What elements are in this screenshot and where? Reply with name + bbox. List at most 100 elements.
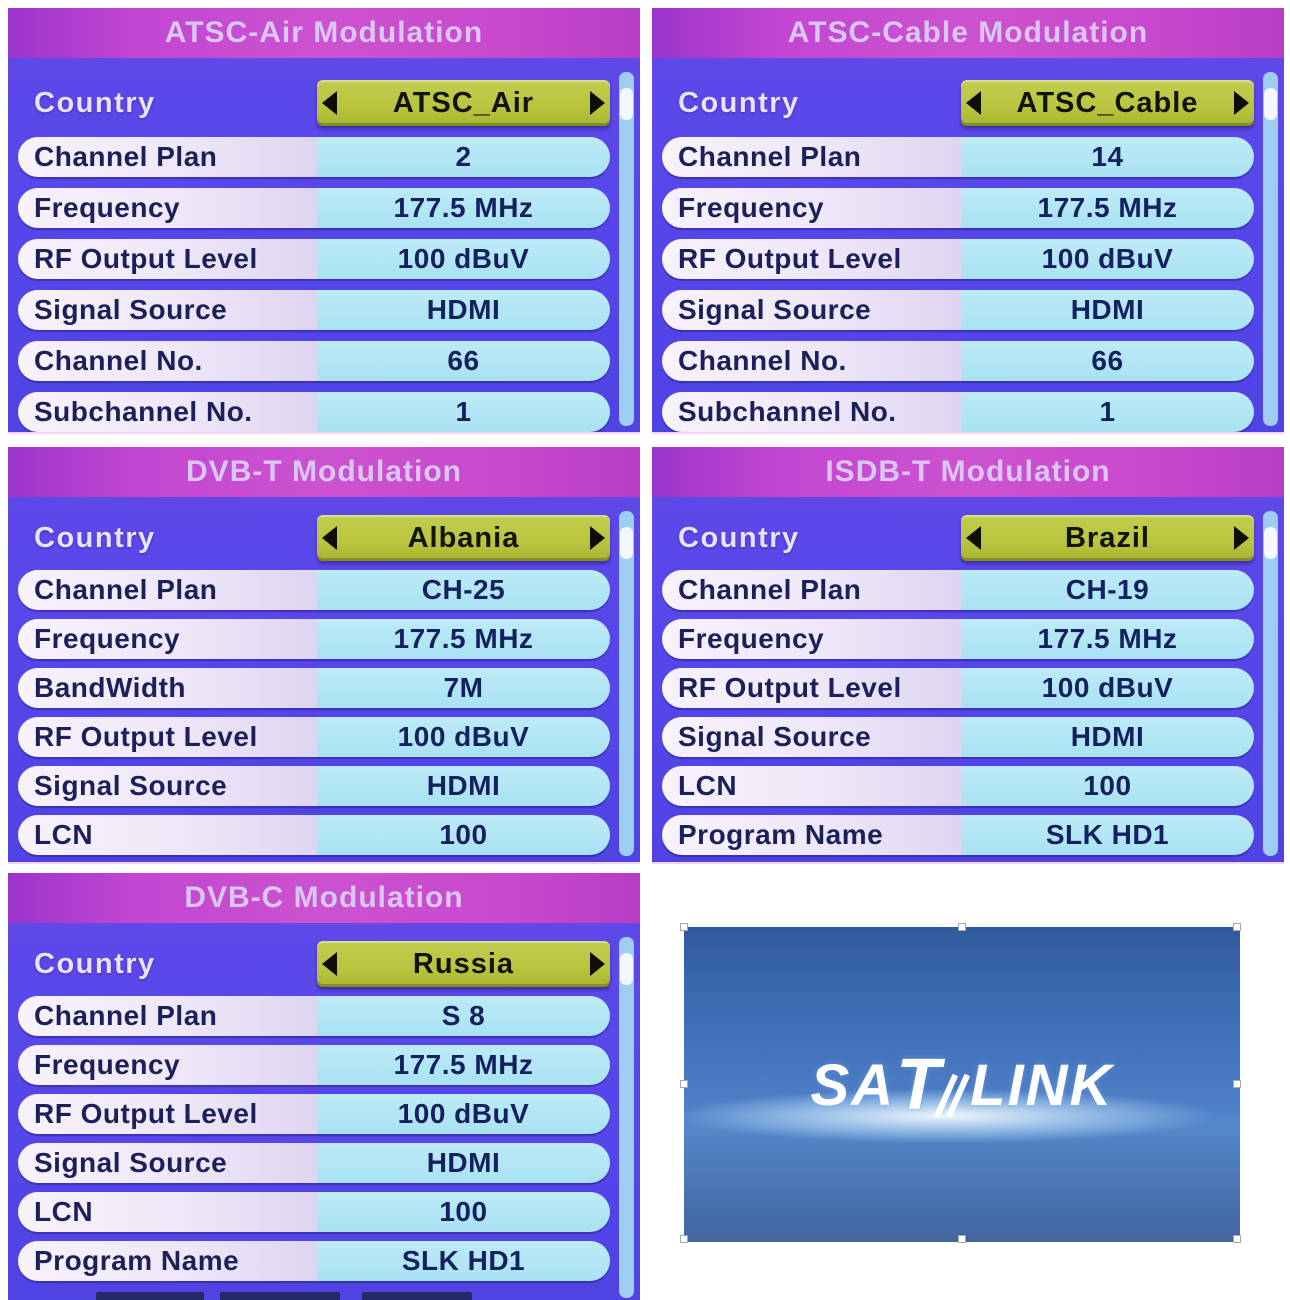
scrollbar-thumb[interactable]	[1264, 527, 1277, 559]
country-selector[interactable]: ATSC_Air	[316, 80, 610, 126]
setting-row[interactable]: Frequency 177.5 MHz	[662, 188, 1254, 228]
setting-label: RF Output Level	[18, 239, 317, 279]
arrow-right-icon[interactable]	[590, 526, 605, 550]
arrow-right-icon[interactable]	[590, 91, 605, 115]
setting-row[interactable]: Signal Source HDMI	[18, 1143, 610, 1183]
scrollbar-thumb[interactable]	[620, 527, 633, 559]
country-label: Country	[34, 521, 156, 554]
setting-value: HDMI	[316, 290, 610, 330]
selection-handle[interactable]	[1233, 1080, 1241, 1088]
setting-value: 177.5 MHz	[960, 619, 1254, 659]
setting-label: BandWidth	[18, 668, 317, 708]
setting-label: Signal Source	[662, 290, 961, 330]
selection-handle[interactable]	[1233, 1235, 1241, 1243]
setting-row[interactable]: Program Name SLK HD1	[18, 1241, 610, 1281]
setting-value: 7M	[316, 668, 610, 708]
setting-row[interactable]: Subchannel No. 1	[662, 392, 1254, 432]
setting-row[interactable]: Frequency 177.5 MHz	[18, 619, 610, 659]
setting-row[interactable]: Channel Plan CH-25	[18, 570, 610, 610]
setting-row[interactable]: LCN 100	[18, 1192, 610, 1232]
panel-atsc-cable: ATSC-Cable Modulation Country ATSC_Cable…	[652, 8, 1284, 432]
setting-row[interactable]: RF Output Level 100 dBuV	[662, 239, 1254, 279]
setting-value: 14	[960, 137, 1254, 177]
setting-label: LCN	[18, 815, 317, 855]
setting-value: 1	[960, 392, 1254, 432]
selection-handle[interactable]	[1233, 923, 1241, 931]
setting-row[interactable]: Program Name SLK HD1	[662, 815, 1254, 855]
setting-label: RF Output Level	[662, 668, 961, 708]
setting-row[interactable]: RF Output Level 100 dBuV	[18, 239, 610, 279]
setting-row[interactable]: Frequency 177.5 MHz	[662, 619, 1254, 659]
country-selector[interactable]: Russia	[316, 941, 610, 987]
setting-row[interactable]: RF Output Level 100 dBuV	[18, 717, 610, 757]
country-row: Country Albania	[18, 515, 610, 561]
scrollbar[interactable]	[619, 72, 634, 426]
setting-row[interactable]: Signal Source HDMI	[18, 766, 610, 806]
selection-handle[interactable]	[958, 1235, 966, 1243]
scrollbar-thumb[interactable]	[1264, 88, 1277, 120]
country-selector[interactable]: Albania	[316, 515, 610, 561]
setting-label: Channel No.	[18, 341, 317, 381]
setting-label: RF Output Level	[18, 717, 317, 757]
scrollbar[interactable]	[1263, 72, 1278, 426]
arrow-left-icon[interactable]	[321, 526, 337, 550]
setting-row[interactable]: Subchannel No. 1	[18, 392, 610, 432]
scrollbar-thumb[interactable]	[620, 953, 633, 985]
panel-dvb-c: DVB-C Modulation Country Russia Channel …	[8, 873, 640, 1300]
setting-value: 66	[960, 341, 1254, 381]
setting-row[interactable]: BandWidth 7M	[18, 668, 610, 708]
setting-row[interactable]: Channel Plan S 8	[18, 996, 610, 1036]
setting-value: 66	[316, 341, 610, 381]
setting-row[interactable]: Signal Source HDMI	[662, 290, 1254, 330]
panel-title: DVB-T Modulation	[186, 455, 462, 488]
arrow-right-icon[interactable]	[1234, 526, 1249, 550]
setting-row[interactable]: LCN 100	[662, 766, 1254, 806]
selection-handle[interactable]	[680, 923, 688, 931]
scrollbar-thumb[interactable]	[620, 88, 633, 120]
scrollbar[interactable]	[1263, 511, 1278, 856]
country-selector[interactable]: ATSC_Cable	[960, 80, 1254, 126]
country-value: ATSC_Air	[392, 86, 535, 119]
setting-label: Frequency	[18, 188, 317, 228]
setting-value: 100 dBuV	[960, 668, 1254, 708]
arrow-left-icon[interactable]	[321, 952, 337, 976]
arrow-right-icon[interactable]	[1234, 91, 1249, 115]
selection-handle[interactable]	[680, 1080, 688, 1088]
country-value: ATSC_Cable	[1016, 86, 1199, 119]
setting-row[interactable]: Signal Source HDMI	[18, 290, 610, 330]
country-selector[interactable]: Brazil	[960, 515, 1254, 561]
setting-row[interactable]: Frequency 177.5 MHz	[18, 1045, 610, 1085]
setting-value: S 8	[316, 996, 610, 1036]
setting-label: Frequency	[662, 619, 961, 659]
setting-row[interactable]: Channel No. 66	[18, 341, 610, 381]
scrollbar[interactable]	[619, 511, 634, 856]
setting-row[interactable]: LCN 100	[18, 815, 610, 855]
scrollbar[interactable]	[619, 937, 634, 1298]
setting-row[interactable]: Channel Plan 2	[18, 137, 610, 177]
setting-value: 100	[960, 766, 1254, 806]
logo-text-sa: SA	[810, 1053, 896, 1118]
setting-value: 100	[316, 815, 610, 855]
setting-row[interactable]: Channel Plan CH-19	[662, 570, 1254, 610]
arrow-left-icon[interactable]	[321, 91, 337, 115]
selection-handle[interactable]	[680, 1235, 688, 1243]
arrow-left-icon[interactable]	[965, 91, 981, 115]
setting-row[interactable]: Channel Plan 14	[662, 137, 1254, 177]
setting-row[interactable]: RF Output Level 100 dBuV	[662, 668, 1254, 708]
country-row: Country ATSC_Air	[18, 80, 610, 126]
logo-text-t: T	[896, 1044, 943, 1125]
setting-label: Subchannel No.	[18, 392, 317, 432]
arrow-right-icon[interactable]	[590, 952, 605, 976]
selection-handle[interactable]	[958, 923, 966, 931]
setting-value: 100 dBuV	[316, 239, 610, 279]
settings-rows: Country ATSC_Cable Channel Plan 14 Freque…	[662, 58, 1254, 432]
setting-label: Frequency	[18, 619, 317, 659]
setting-row[interactable]: Frequency 177.5 MHz	[18, 188, 610, 228]
cropped-text-artifact	[220, 1292, 340, 1300]
setting-row[interactable]: Signal Source HDMI	[662, 717, 1254, 757]
country-row: Country Brazil	[662, 515, 1254, 561]
setting-row[interactable]: Channel No. 66	[662, 341, 1254, 381]
setting-row[interactable]: RF Output Level 100 dBuV	[18, 1094, 610, 1134]
arrow-left-icon[interactable]	[965, 526, 981, 550]
setting-value: HDMI	[316, 1143, 610, 1183]
